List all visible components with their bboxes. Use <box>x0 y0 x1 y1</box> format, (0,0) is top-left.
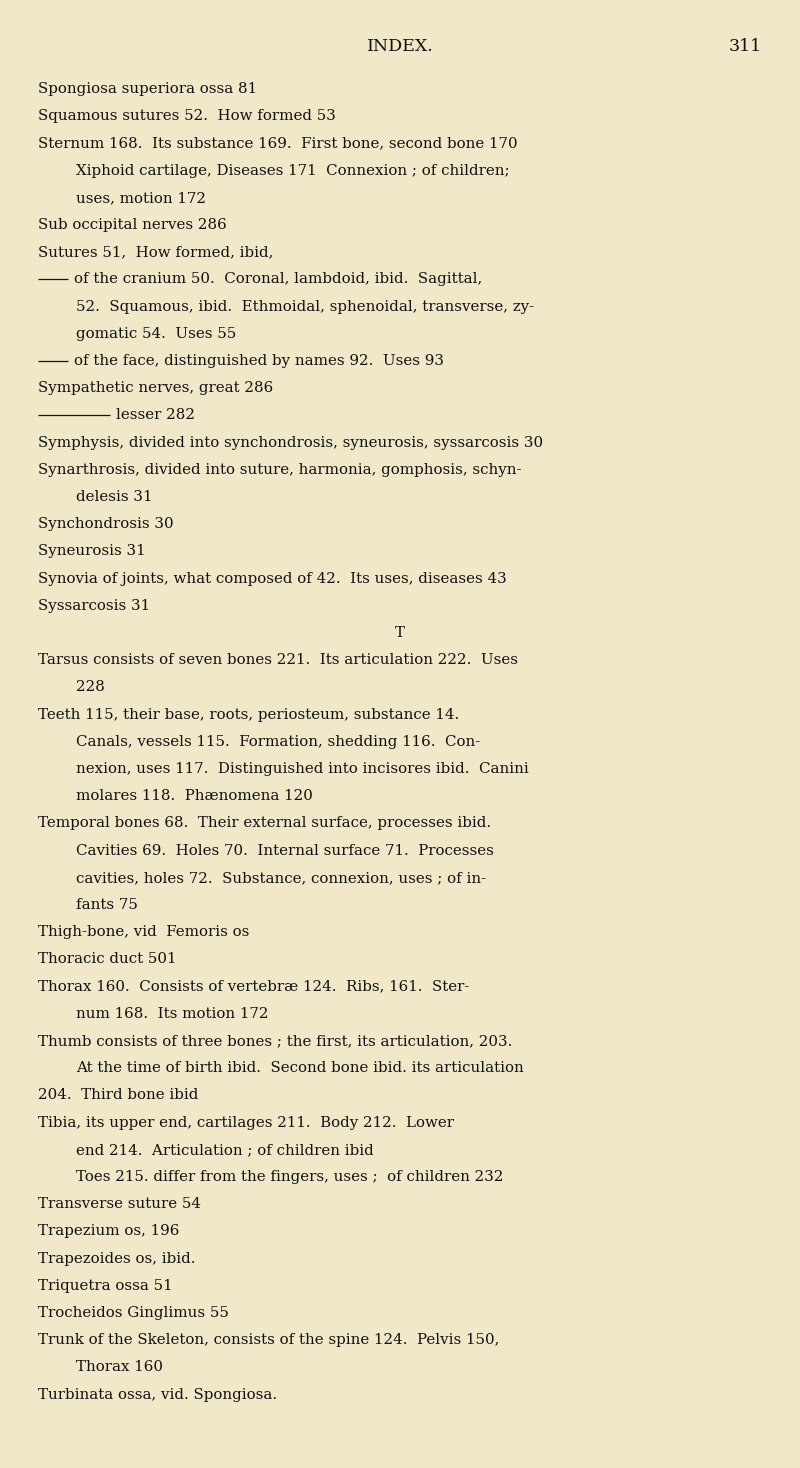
Text: Thumb consists of three bones ; the first, its articulation, 203.: Thumb consists of three bones ; the firs… <box>38 1033 512 1048</box>
Text: Triquetra ossa 51: Triquetra ossa 51 <box>38 1279 173 1293</box>
Text: INDEX.: INDEX. <box>366 38 434 54</box>
Text: Spongiosa superiora ossa 81: Spongiosa superiora ossa 81 <box>38 82 257 95</box>
Text: Synarthrosis, divided into suture, harmonia, gomphosis, schyn-: Synarthrosis, divided into suture, harmo… <box>38 462 522 477</box>
Text: molares 118.  Phænomena 120: molares 118. Phænomena 120 <box>76 790 313 803</box>
Text: of the cranium 50.  Coronal, lambdoid, ibid.  Sagittal,: of the cranium 50. Coronal, lambdoid, ib… <box>74 273 482 286</box>
Text: Squamous sutures 52.  How formed 53: Squamous sutures 52. How formed 53 <box>38 109 336 123</box>
Text: Tibia, its upper end, cartilages 211.  Body 212.  Lower: Tibia, its upper end, cartilages 211. Bo… <box>38 1116 454 1129</box>
Text: uses, motion 172: uses, motion 172 <box>76 191 206 206</box>
Text: Symphysis, divided into synchondrosis, syneurosis, syssarcosis 30: Symphysis, divided into synchondrosis, s… <box>38 436 543 449</box>
Text: Transverse suture 54: Transverse suture 54 <box>38 1198 201 1211</box>
Text: Trunk of the Skeleton, consists of the spine 124.  Pelvis 150,: Trunk of the Skeleton, consists of the s… <box>38 1333 499 1348</box>
Text: Cavities 69.  Holes 70.  Internal surface 71.  Processes: Cavities 69. Holes 70. Internal surface … <box>76 844 494 857</box>
Text: 228: 228 <box>76 680 105 694</box>
Text: T: T <box>395 625 405 640</box>
Text: end 214.  Articulation ; of children ibid: end 214. Articulation ; of children ibid <box>76 1142 374 1157</box>
Text: cavities, holes 72.  Substance, connexion, uses ; of in-: cavities, holes 72. Substance, connexion… <box>76 871 486 885</box>
Text: Trapezium os, 196: Trapezium os, 196 <box>38 1224 179 1239</box>
Text: of the face, distinguished by names 92.  Uses 93: of the face, distinguished by names 92. … <box>74 354 443 368</box>
Text: Sutures 51,  How formed, ibid,: Sutures 51, How formed, ibid, <box>38 245 274 260</box>
Text: Synchondrosis 30: Synchondrosis 30 <box>38 517 174 531</box>
Text: Tarsus consists of seven bones 221.  Its articulation 222.  Uses: Tarsus consists of seven bones 221. Its … <box>38 653 518 666</box>
Text: Temporal bones 68.  Their external surface, processes ibid.: Temporal bones 68. Their external surfac… <box>38 816 491 831</box>
Text: Canals, vessels 115.  Formation, shedding 116.  Con-: Canals, vessels 115. Formation, shedding… <box>76 735 480 749</box>
Text: gomatic 54.  Uses 55: gomatic 54. Uses 55 <box>76 327 236 341</box>
Text: Turbinata ossa, vid. Spongiosa.: Turbinata ossa, vid. Spongiosa. <box>38 1387 277 1402</box>
Text: num 168.  Its motion 172: num 168. Its motion 172 <box>76 1007 269 1020</box>
Text: Thigh-bone, vid  Femoris os: Thigh-bone, vid Femoris os <box>38 925 250 940</box>
Text: 311: 311 <box>729 38 762 54</box>
Text: Xiphoid cartilage, Diseases 171  Connexion ; of children;: Xiphoid cartilage, Diseases 171 Connexio… <box>76 163 510 178</box>
Text: Trocheidos Ginglimus 55: Trocheidos Ginglimus 55 <box>38 1307 229 1320</box>
Text: Sub occipital nerves 286: Sub occipital nerves 286 <box>38 219 226 232</box>
Text: 52.  Squamous, ibid.  Ethmoidal, sphenoidal, transverse, zy-: 52. Squamous, ibid. Ethmoidal, sphenoida… <box>76 299 534 314</box>
Text: Thoracic duct 501: Thoracic duct 501 <box>38 953 177 966</box>
Text: At the time of birth ibid.  Second bone ibid. its articulation: At the time of birth ibid. Second bone i… <box>76 1061 524 1075</box>
Text: Teeth 115, their base, roots, periosteum, substance 14.: Teeth 115, their base, roots, periosteum… <box>38 708 459 722</box>
Text: Syssarcosis 31: Syssarcosis 31 <box>38 599 150 612</box>
Text: Thorax 160: Thorax 160 <box>76 1361 163 1374</box>
Text: Synovia of joints, what composed of 42.  Its uses, diseases 43: Synovia of joints, what composed of 42. … <box>38 571 506 586</box>
Text: Trapezoides os, ibid.: Trapezoides os, ibid. <box>38 1252 195 1265</box>
Text: fants 75: fants 75 <box>76 898 138 912</box>
Text: Toes 215. differ from the fingers, uses ;  of children 232: Toes 215. differ from the fingers, uses … <box>76 1170 503 1185</box>
Text: Syneurosis 31: Syneurosis 31 <box>38 545 146 558</box>
Text: Thorax 160.  Consists of vertebræ 124.  Ribs, 161.  Ster-: Thorax 160. Consists of vertebræ 124. Ri… <box>38 979 470 994</box>
Text: Sternum 168.  Its substance 169.  First bone, second bone 170: Sternum 168. Its substance 169. First bo… <box>38 137 518 150</box>
Text: Sympathetic nerves, great 286: Sympathetic nerves, great 286 <box>38 382 274 395</box>
Text: nexion, uses 117.  Distinguished into incisores ibid.  Canini: nexion, uses 117. Distinguished into inc… <box>76 762 529 777</box>
Text: 204.  Third bone ibid: 204. Third bone ibid <box>38 1088 198 1102</box>
Text: lesser 282: lesser 282 <box>115 408 194 423</box>
Text: delesis 31: delesis 31 <box>76 490 153 504</box>
